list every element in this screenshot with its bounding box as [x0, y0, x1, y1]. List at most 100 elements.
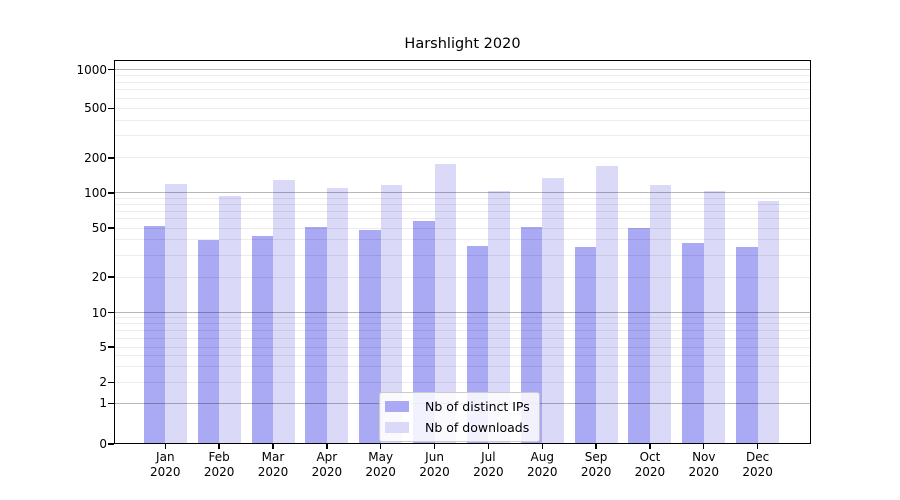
- bar-downloads: [542, 177, 564, 444]
- bar-distinct-ips: [305, 227, 327, 444]
- x-tick-mark: [218, 444, 220, 449]
- legend-row: Nb of distinct IPs: [385, 397, 530, 416]
- minor-gridline: [114, 157, 811, 159]
- minor-gridline: [114, 366, 811, 368]
- legend-swatch: [385, 401, 409, 412]
- y-tick-mark: [108, 346, 114, 348]
- minor-gridline: [114, 135, 811, 137]
- minor-gridline: [114, 203, 811, 205]
- minor-gridline: [114, 329, 811, 331]
- bar-downloads: [596, 166, 618, 444]
- bar-distinct-ips: [628, 228, 650, 444]
- minor-gridline: [114, 276, 811, 278]
- x-tick-mark: [756, 444, 759, 449]
- x-tick-label: Aug 2020: [512, 450, 572, 480]
- x-tick-mark: [164, 444, 166, 449]
- bar-downloads: [219, 196, 241, 444]
- x-tick-mark: [649, 444, 651, 449]
- minor-gridline: [114, 317, 811, 319]
- y-tick-label: 10: [91, 305, 107, 320]
- x-tick-label: Jul 2020: [458, 450, 518, 480]
- minor-gridline: [114, 107, 811, 109]
- bar-distinct-ips: [574, 247, 597, 444]
- x-tick-mark: [433, 444, 436, 449]
- y-tick-label: 500: [84, 101, 107, 116]
- x-tick-label: Apr 2020: [297, 450, 357, 480]
- major-gridline: [114, 69, 811, 71]
- y-tick-label: 1: [99, 396, 107, 411]
- y-tick-label: 5: [99, 340, 107, 355]
- x-tick-label-line: 2020: [150, 465, 181, 479]
- x-tick-label: May 2020: [351, 450, 411, 480]
- x-tick-label-line: 2020: [365, 465, 396, 479]
- x-tick-label-line: 2020: [419, 465, 450, 479]
- x-tick-label: Feb 2020: [189, 450, 249, 480]
- minor-gridline: [114, 119, 811, 121]
- y-tick-mark: [108, 443, 114, 445]
- x-tick-mark: [703, 444, 705, 449]
- y-tick-mark: [108, 157, 114, 159]
- x-tick-label-line: Jul: [481, 450, 496, 464]
- x-tick-label-line: Apr: [316, 450, 338, 464]
- x-tick-mark: [487, 444, 490, 449]
- x-tick-label-line: 2020: [526, 465, 558, 479]
- y-tick-mark: [108, 381, 114, 383]
- bar-downloads: [380, 185, 403, 444]
- major-gridline: [114, 192, 811, 194]
- chart-title: Harshlight 2020: [404, 36, 521, 52]
- x-tick-mark: [595, 444, 597, 449]
- minor-gridline: [114, 227, 811, 229]
- x-tick-label-line: 2020: [742, 465, 773, 479]
- minor-gridline: [114, 75, 811, 77]
- bar-downloads: [649, 184, 672, 444]
- bar-distinct-ips: [413, 220, 435, 444]
- x-tick-label-line: 2020: [580, 465, 612, 479]
- y-tick-mark: [108, 311, 114, 314]
- minor-gridline: [114, 89, 811, 91]
- bar-downloads: [703, 191, 726, 444]
- x-tick-label: Jan 2020: [135, 450, 195, 480]
- y-tick-label: 20: [91, 270, 107, 285]
- legend: Nb of distinct IPs Nb of downloads: [379, 392, 540, 442]
- x-tick-label-line: 2020: [257, 465, 289, 479]
- y-tick-label: 1000: [76, 62, 107, 77]
- x-tick-mark: [272, 444, 274, 449]
- x-tick-label-line: 2020: [634, 465, 666, 479]
- bar-distinct-ips: [197, 239, 220, 444]
- x-tick-label-line: Mar: [261, 450, 285, 464]
- x-tick-label-line: Oct: [639, 450, 661, 464]
- bar-distinct-ips: [359, 230, 381, 444]
- minor-gridline: [114, 218, 811, 220]
- x-tick-label: Sep 2020: [566, 450, 626, 480]
- x-tick-label-line: May: [368, 450, 394, 464]
- bar-distinct-ips: [736, 247, 758, 444]
- y-tick-label: 100: [84, 185, 107, 200]
- bar-downloads: [273, 180, 295, 444]
- x-tick-label-line: Dec: [746, 450, 770, 464]
- y-tick-mark: [108, 192, 114, 194]
- x-tick-label: Oct 2020: [620, 450, 680, 480]
- x-tick-label: Nov 2020: [674, 450, 734, 480]
- x-tick-label-line: Sep: [584, 450, 608, 464]
- x-tick-label-line: 2020: [311, 465, 343, 479]
- x-tick-mark: [541, 444, 543, 449]
- minor-gridline: [114, 254, 811, 256]
- bar-downloads: [165, 183, 187, 444]
- y-tick-mark: [108, 69, 114, 71]
- y-tick-label: 2: [99, 375, 107, 390]
- x-tick-label-line: Nov: [692, 450, 716, 464]
- bar-distinct-ips: [251, 236, 273, 444]
- x-tick-label-line: 2020: [203, 465, 235, 479]
- legend-label: Nb of downloads: [425, 420, 530, 435]
- y-tick-label: 0: [99, 437, 107, 451]
- minor-gridline: [114, 197, 811, 199]
- minor-gridline: [114, 97, 811, 99]
- bar-distinct-ips: [143, 226, 166, 444]
- bar-downloads: [757, 200, 780, 444]
- bar-downloads: [488, 190, 510, 444]
- y-tick-mark: [108, 402, 114, 404]
- y-tick-mark: [108, 227, 114, 229]
- legend-label: Nb of distinct IPs: [425, 399, 530, 414]
